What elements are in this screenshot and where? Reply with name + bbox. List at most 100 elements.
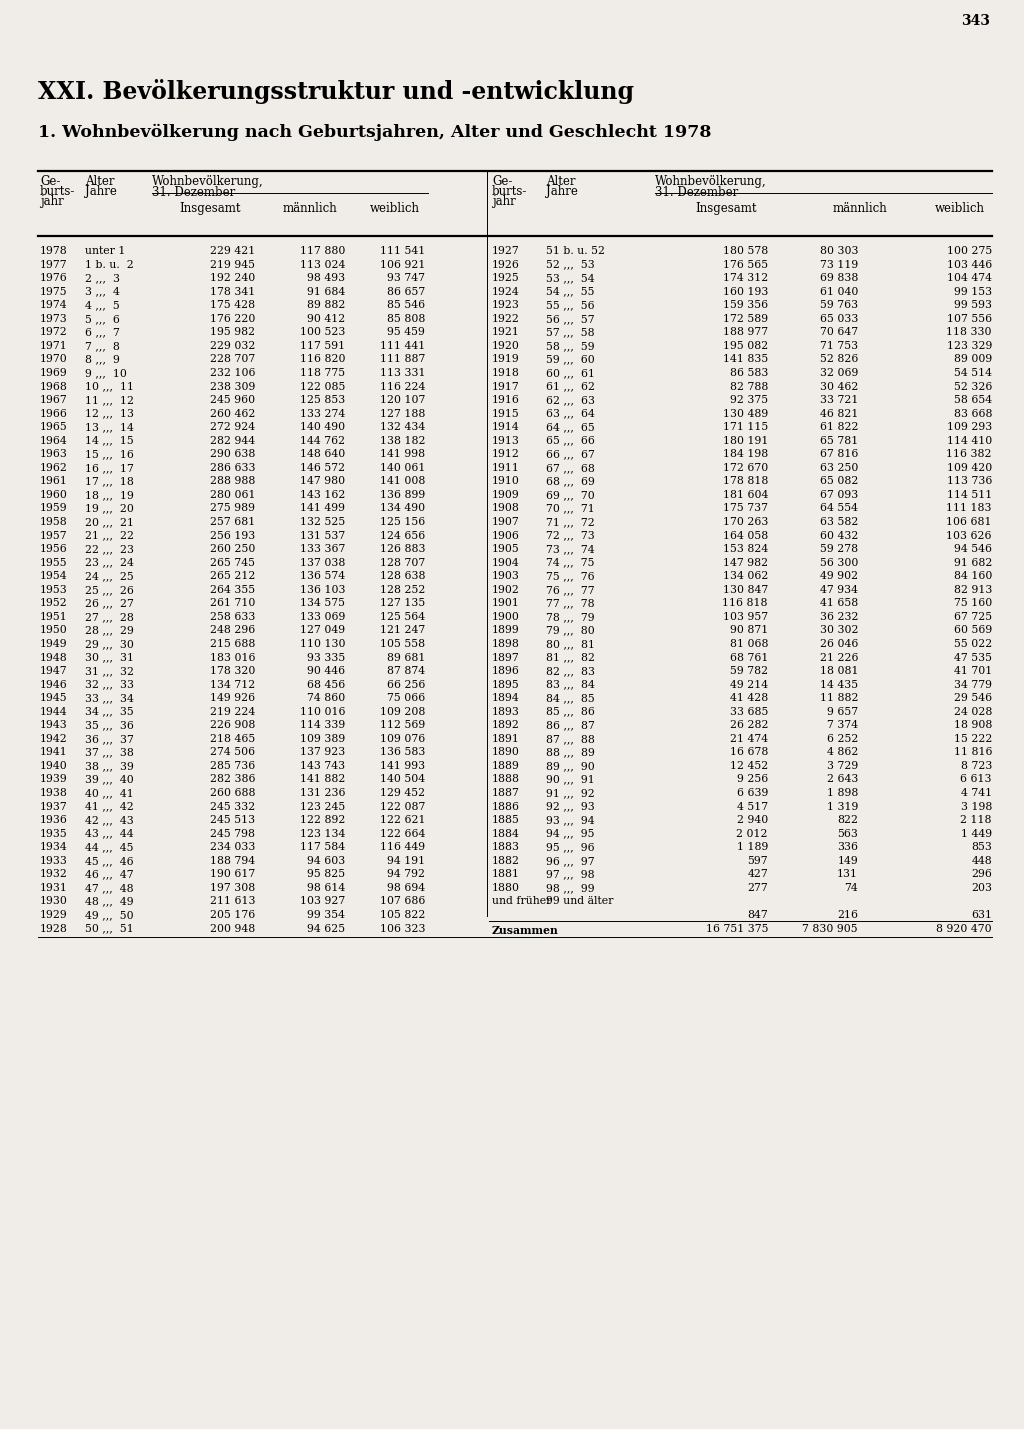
Text: 94 625: 94 625 bbox=[307, 923, 345, 933]
Text: 9 657: 9 657 bbox=[826, 707, 858, 717]
Text: 122 085: 122 085 bbox=[300, 382, 345, 392]
Text: 122 621: 122 621 bbox=[380, 815, 425, 825]
Text: 84 160: 84 160 bbox=[953, 572, 992, 582]
Text: 89 681: 89 681 bbox=[387, 653, 425, 663]
Text: 290 638: 290 638 bbox=[210, 449, 255, 459]
Text: 46 ,,,  47: 46 ,,, 47 bbox=[85, 869, 133, 879]
Text: 103 626: 103 626 bbox=[946, 530, 992, 540]
Text: 1896: 1896 bbox=[492, 666, 520, 676]
Text: 2 ,,,  3: 2 ,,, 3 bbox=[85, 273, 120, 283]
Text: 134 062: 134 062 bbox=[723, 572, 768, 582]
Text: 81 068: 81 068 bbox=[729, 639, 768, 649]
Text: 180 578: 180 578 bbox=[723, 246, 768, 256]
Text: 2 643: 2 643 bbox=[826, 775, 858, 785]
Text: 49 214: 49 214 bbox=[730, 680, 768, 690]
Text: 597: 597 bbox=[748, 856, 768, 866]
Text: 131: 131 bbox=[837, 869, 858, 879]
Text: 1969: 1969 bbox=[40, 367, 68, 377]
Text: 215 688: 215 688 bbox=[210, 639, 255, 649]
Text: 106 323: 106 323 bbox=[380, 923, 425, 933]
Text: 103 927: 103 927 bbox=[300, 896, 345, 906]
Text: 226 908: 226 908 bbox=[210, 720, 255, 730]
Text: 90 446: 90 446 bbox=[307, 666, 345, 676]
Text: 147 980: 147 980 bbox=[300, 476, 345, 486]
Text: 9 ,,,  10: 9 ,,, 10 bbox=[85, 367, 127, 377]
Text: 91 ,,,  92: 91 ,,, 92 bbox=[546, 787, 595, 797]
Text: 104 474: 104 474 bbox=[947, 273, 992, 283]
Text: 78 ,,,  79: 78 ,,, 79 bbox=[546, 612, 595, 622]
Text: 2 118: 2 118 bbox=[961, 815, 992, 825]
Text: 1944: 1944 bbox=[40, 707, 68, 717]
Text: 631: 631 bbox=[971, 910, 992, 920]
Text: 248 296: 248 296 bbox=[210, 626, 255, 636]
Text: 134 490: 134 490 bbox=[380, 503, 425, 513]
Text: 216: 216 bbox=[837, 910, 858, 920]
Text: burts-: burts- bbox=[492, 184, 527, 199]
Text: 14 ,,,  15: 14 ,,, 15 bbox=[85, 436, 134, 446]
Text: 1964: 1964 bbox=[40, 436, 68, 446]
Text: 4 ,,,  5: 4 ,,, 5 bbox=[85, 300, 120, 310]
Text: 125 853: 125 853 bbox=[300, 394, 345, 404]
Text: 111 441: 111 441 bbox=[380, 342, 425, 352]
Text: 1901: 1901 bbox=[492, 599, 520, 609]
Text: 30 ,,,  31: 30 ,,, 31 bbox=[85, 653, 134, 663]
Text: 1952: 1952 bbox=[40, 599, 68, 609]
Text: 94 603: 94 603 bbox=[307, 856, 345, 866]
Text: 29 546: 29 546 bbox=[954, 693, 992, 703]
Text: 140 061: 140 061 bbox=[380, 463, 425, 473]
Text: 100 523: 100 523 bbox=[300, 327, 345, 337]
Text: 1917: 1917 bbox=[492, 382, 520, 392]
Text: 117 880: 117 880 bbox=[300, 246, 345, 256]
Text: 847: 847 bbox=[748, 910, 768, 920]
Text: 1887: 1887 bbox=[492, 787, 520, 797]
Text: 1955: 1955 bbox=[40, 557, 68, 567]
Text: 159 356: 159 356 bbox=[723, 300, 768, 310]
Text: XXI. Bevölkerungsstruktur und -entwicklung: XXI. Bevölkerungsstruktur und -entwicklu… bbox=[38, 79, 634, 104]
Text: 32 069: 32 069 bbox=[819, 367, 858, 377]
Text: Wohnbevölkerung,: Wohnbevölkerung, bbox=[655, 174, 767, 189]
Text: 74 ,,,  75: 74 ,,, 75 bbox=[546, 557, 595, 567]
Text: 1922: 1922 bbox=[492, 314, 520, 324]
Text: 55 022: 55 022 bbox=[953, 639, 992, 649]
Text: 111 183: 111 183 bbox=[946, 503, 992, 513]
Text: 1972: 1972 bbox=[40, 327, 68, 337]
Text: 257 681: 257 681 bbox=[210, 517, 255, 527]
Text: 123 134: 123 134 bbox=[300, 829, 345, 839]
Text: 219 224: 219 224 bbox=[210, 707, 255, 717]
Text: 1883: 1883 bbox=[492, 842, 520, 852]
Text: 98 ,,,  99: 98 ,,, 99 bbox=[546, 883, 595, 893]
Text: 67 816: 67 816 bbox=[819, 449, 858, 459]
Text: 141 008: 141 008 bbox=[380, 476, 425, 486]
Text: 6 639: 6 639 bbox=[736, 787, 768, 797]
Text: 140 504: 140 504 bbox=[380, 775, 425, 785]
Text: 86 ,,,  87: 86 ,,, 87 bbox=[546, 720, 595, 730]
Text: 95 459: 95 459 bbox=[387, 327, 425, 337]
Text: 1891: 1891 bbox=[492, 735, 520, 745]
Text: 144 762: 144 762 bbox=[300, 436, 345, 446]
Text: 149 926: 149 926 bbox=[210, 693, 255, 703]
Text: 24 ,,,  25: 24 ,,, 25 bbox=[85, 572, 134, 582]
Text: 11 882: 11 882 bbox=[819, 693, 858, 703]
Text: 128 707: 128 707 bbox=[380, 557, 425, 567]
Text: 83 668: 83 668 bbox=[953, 409, 992, 419]
Text: 62 ,,,  63: 62 ,,, 63 bbox=[546, 394, 595, 404]
Text: 59 763: 59 763 bbox=[820, 300, 858, 310]
Text: 38 ,,,  39: 38 ,,, 39 bbox=[85, 760, 134, 770]
Text: 1897: 1897 bbox=[492, 653, 520, 663]
Text: 21 474: 21 474 bbox=[730, 735, 768, 745]
Text: 136 103: 136 103 bbox=[299, 584, 345, 594]
Text: 1945: 1945 bbox=[40, 693, 68, 703]
Text: 50 ,,,  51: 50 ,,, 51 bbox=[85, 923, 134, 933]
Text: 1906: 1906 bbox=[492, 530, 520, 540]
Text: 10 ,,,  11: 10 ,,, 11 bbox=[85, 382, 134, 392]
Text: 113 736: 113 736 bbox=[946, 476, 992, 486]
Text: 23 ,,,  24: 23 ,,, 24 bbox=[85, 557, 134, 567]
Text: 1923: 1923 bbox=[492, 300, 520, 310]
Text: 1975: 1975 bbox=[40, 287, 68, 297]
Text: 1928: 1928 bbox=[40, 923, 68, 933]
Text: 96 ,,,  97: 96 ,,, 97 bbox=[546, 856, 595, 866]
Text: 256 193: 256 193 bbox=[210, 530, 255, 540]
Text: 109 076: 109 076 bbox=[380, 735, 425, 745]
Text: 1882: 1882 bbox=[492, 856, 520, 866]
Text: 131 537: 131 537 bbox=[300, 530, 345, 540]
